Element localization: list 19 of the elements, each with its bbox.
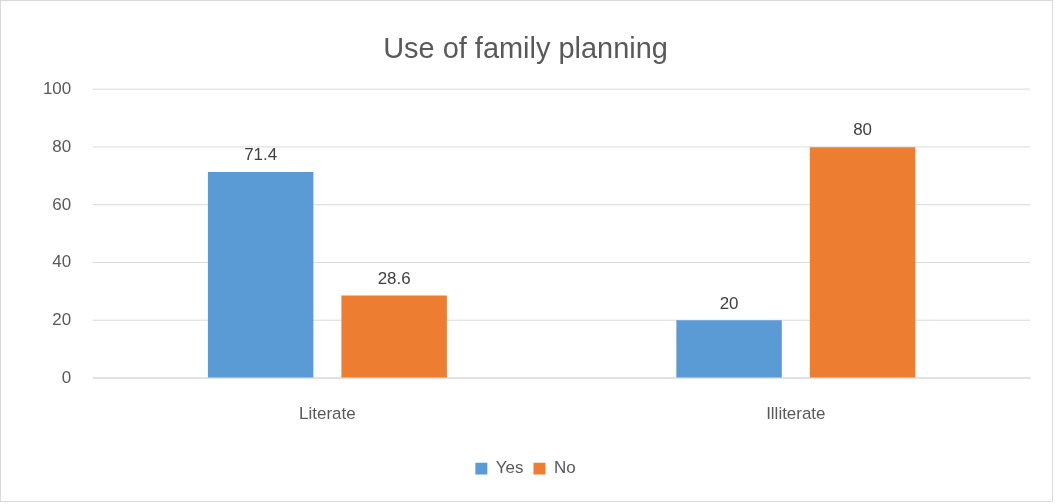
chart-title: Use of family planning — [383, 32, 668, 65]
bar — [341, 295, 447, 378]
data-label: 71.4 — [244, 145, 278, 165]
x-tick-label: Illiterate — [766, 403, 826, 423]
data-label: 28.6 — [377, 268, 411, 288]
y-tick-label: 80 — [52, 136, 72, 156]
y-tick-label: 60 — [52, 194, 72, 214]
bar — [207, 172, 314, 378]
data-label: 20 — [719, 293, 739, 313]
y-tick-label: 0 — [61, 367, 72, 387]
x-tick-label: Literate — [299, 403, 356, 423]
y-tick-label: 100 — [42, 79, 72, 99]
y-tick-label: 20 — [52, 310, 72, 330]
legend-label: Yes — [495, 458, 524, 478]
data-label: 80 — [853, 120, 873, 140]
bar — [676, 320, 782, 378]
bar — [809, 147, 916, 378]
y-tick-label: 40 — [52, 252, 72, 272]
legend-label: No — [553, 458, 576, 478]
